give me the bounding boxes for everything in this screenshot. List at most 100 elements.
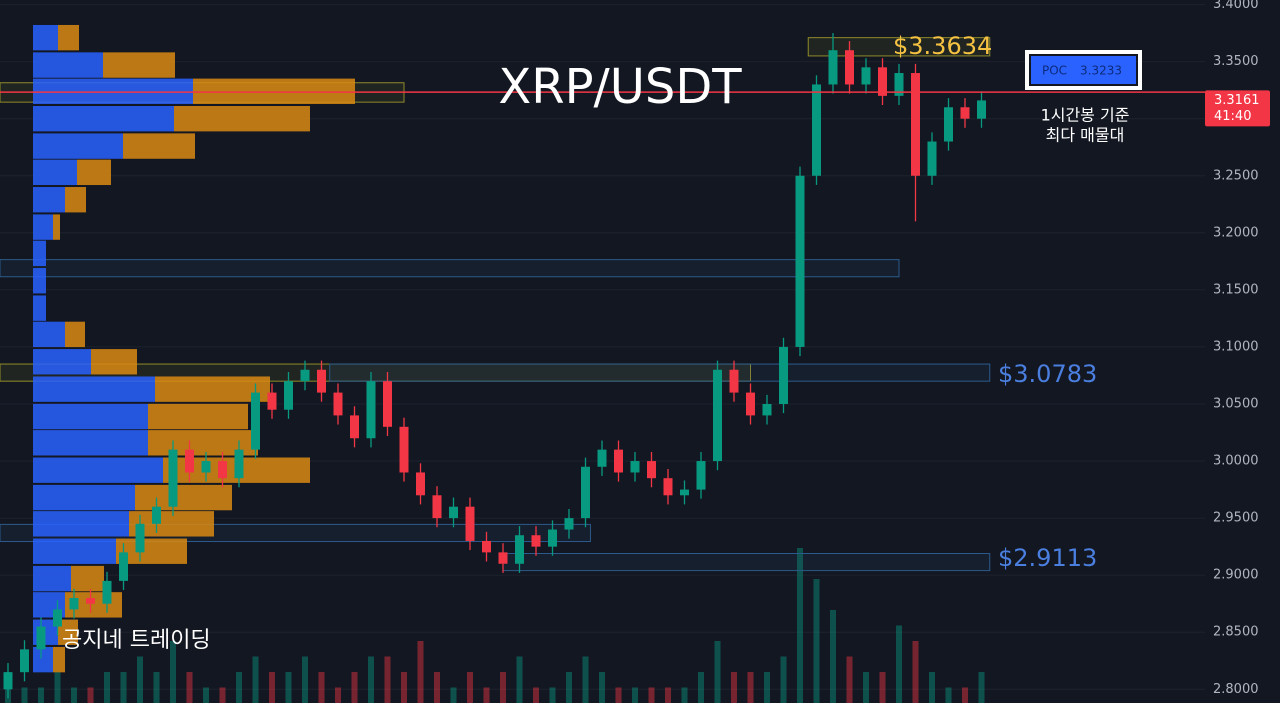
y-tick-label: 3.3500 bbox=[1213, 54, 1259, 69]
candle-body bbox=[630, 461, 640, 473]
profile-sell bbox=[71, 565, 104, 592]
zone bbox=[502, 552, 991, 572]
annotation: 최다 매물대 bbox=[1046, 126, 1125, 145]
price-axis: 3.40003.35003.30003.25003.20003.15003.10… bbox=[1205, 0, 1270, 697]
volume-bar bbox=[978, 672, 985, 703]
profile-sell bbox=[58, 619, 78, 645]
volume-bar bbox=[698, 672, 704, 703]
candle-body bbox=[432, 495, 442, 519]
candle-body bbox=[300, 369, 310, 382]
candle-body bbox=[399, 426, 409, 473]
zone bbox=[329, 363, 991, 382]
volume-bar bbox=[186, 672, 193, 703]
volume-bar bbox=[780, 656, 787, 703]
volume-bar bbox=[252, 656, 259, 703]
poc-label: POC bbox=[1042, 64, 1067, 78]
profile-buy bbox=[33, 159, 77, 186]
candle-body bbox=[614, 449, 623, 473]
poc-box bbox=[1031, 56, 1136, 84]
candle-body bbox=[746, 392, 755, 416]
candle-body bbox=[168, 449, 178, 507]
volume-bar bbox=[797, 548, 803, 703]
volume-bar bbox=[434, 672, 440, 703]
volume-bar bbox=[533, 687, 539, 703]
candle-body bbox=[102, 580, 112, 604]
volume-bars bbox=[5, 548, 985, 703]
profile-buy bbox=[33, 105, 174, 132]
candle-body bbox=[762, 403, 772, 416]
annotation: 1시간봉 기준 bbox=[1041, 106, 1130, 125]
profile-buy bbox=[33, 511, 129, 537]
profile-buy bbox=[33, 133, 123, 159]
volume-bar bbox=[929, 672, 935, 703]
volume-bar bbox=[863, 672, 869, 703]
profile-sell bbox=[53, 646, 65, 673]
y-tick-label: 2.9500 bbox=[1213, 511, 1259, 526]
profile-sell bbox=[155, 376, 270, 402]
y-tick-label: 3.1000 bbox=[1213, 339, 1259, 354]
candle-body bbox=[465, 506, 475, 541]
profile-sell bbox=[65, 321, 85, 348]
volume-bar bbox=[648, 687, 655, 703]
profile-buy bbox=[33, 403, 148, 430]
volume-bar bbox=[483, 687, 490, 703]
candle-body bbox=[482, 540, 491, 553]
candle-body bbox=[828, 50, 838, 85]
y-tick-label: 3.0500 bbox=[1213, 396, 1259, 411]
candle-body bbox=[548, 529, 557, 547]
candle-body bbox=[515, 535, 524, 564]
candle-body bbox=[333, 392, 343, 416]
profile-buy bbox=[33, 52, 103, 78]
candle-body bbox=[119, 552, 128, 581]
volume-bar bbox=[500, 672, 506, 703]
candle-body bbox=[69, 598, 79, 610]
volume-bar bbox=[368, 656, 374, 703]
candle-body bbox=[779, 346, 788, 404]
candle-body bbox=[927, 141, 937, 176]
volume-bar bbox=[896, 625, 902, 703]
volume-bar bbox=[830, 610, 836, 703]
candle-body bbox=[234, 449, 244, 479]
profile-sell bbox=[123, 133, 195, 159]
poc-value: 3.3233 bbox=[1080, 64, 1122, 78]
profile-sell bbox=[91, 349, 137, 375]
volume-bar bbox=[714, 641, 721, 703]
candle-body bbox=[317, 369, 326, 393]
candles bbox=[3, 33, 986, 699]
profile-buy bbox=[33, 646, 53, 673]
candle-body bbox=[581, 466, 590, 519]
candle-body bbox=[812, 84, 821, 176]
price-tag-countdown: 41:40 bbox=[1214, 109, 1251, 124]
volume-bar bbox=[401, 672, 407, 703]
profile-buy bbox=[33, 187, 65, 213]
volume-bar bbox=[219, 687, 226, 703]
candle-body bbox=[647, 461, 656, 479]
profile-sell bbox=[77, 159, 111, 186]
volume-bar bbox=[38, 687, 44, 703]
y-tick-label: 2.8500 bbox=[1213, 625, 1259, 640]
volume-bar bbox=[318, 672, 325, 703]
volume-bar bbox=[764, 672, 770, 703]
chart-title: XRP/USDT bbox=[498, 59, 742, 115]
candle-body bbox=[878, 67, 887, 96]
volume-bar bbox=[351, 672, 358, 703]
profile-buy bbox=[33, 268, 46, 294]
volume-bar bbox=[467, 672, 473, 703]
volume-bar bbox=[137, 656, 143, 703]
volume-bar bbox=[879, 672, 886, 703]
volume-bar bbox=[747, 672, 754, 703]
profile-sell bbox=[135, 484, 232, 511]
price-tag-value: 3.3161 bbox=[1214, 93, 1260, 108]
profile-buy bbox=[33, 376, 155, 402]
volume-bar bbox=[203, 687, 209, 703]
candle-body bbox=[729, 369, 739, 393]
profile-sell bbox=[65, 187, 86, 213]
candle-body bbox=[944, 107, 953, 142]
y-tick-label: 3.4000 bbox=[1213, 0, 1259, 12]
volume-bar bbox=[516, 656, 523, 703]
volume-bar bbox=[21, 687, 28, 703]
volume-bar bbox=[417, 641, 424, 703]
candle-body bbox=[713, 369, 722, 462]
candle-body bbox=[350, 415, 359, 439]
